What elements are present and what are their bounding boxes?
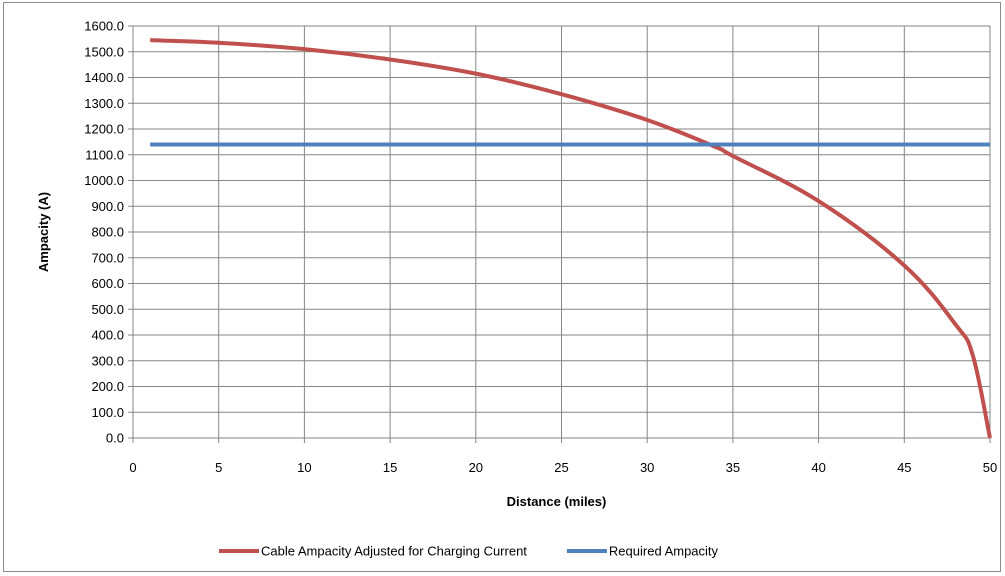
y-tick-label: 1400.0: [84, 70, 124, 85]
y-tick-label: 0.0: [106, 431, 124, 446]
y-axis-title: Ampacity (A): [36, 192, 51, 272]
y-axis-ticks: 0.0 100.0 200.0 300.0 400.0 500.0 600.0 700.0 80…: [84, 19, 124, 446]
y-tick-label: 1000.0: [84, 173, 124, 188]
y-tick-label: 500.0: [91, 302, 124, 317]
y-tick-label: 400.0: [91, 328, 124, 343]
y-tick-label: 1100.0: [85, 147, 124, 162]
y-tick-label: 900.0: [91, 199, 124, 214]
x-tick-label: 45: [897, 460, 911, 475]
chart-frame: [3, 2, 1001, 572]
x-axis-ticks: 0 5 10 15 20 25 30 35 40 45 50: [129, 460, 997, 475]
x-tick-label: 0: [129, 460, 136, 475]
x-tick-label: 30: [640, 460, 654, 475]
x-tick-label: 15: [383, 460, 397, 475]
y-tick-label: 200.0: [91, 379, 124, 394]
x-tick-label: 20: [469, 460, 483, 475]
x-tick-label: 50: [983, 460, 997, 475]
y-tick-label: 300.0: [91, 353, 124, 368]
x-tick-label: 40: [811, 460, 825, 475]
y-tick-label: 700.0: [91, 250, 124, 265]
x-axis-title: Distance (miles): [507, 494, 607, 509]
x-tick-label: 10: [297, 460, 311, 475]
legend: Cable Ampacity Adjusted for Charging Cur…: [219, 544, 719, 559]
y-tick-label: 600.0: [91, 276, 124, 291]
y-tick-label: 1200.0: [84, 122, 124, 137]
y-tick-label: 1300.0: [84, 96, 124, 111]
legend-label-required-ampacity: Required Ampacity: [609, 544, 719, 559]
y-tick-label: 1500.0: [84, 44, 124, 59]
grid: [128, 25, 991, 443]
legend-label-cable-ampacity-adjusted-for-charging-current: Cable Ampacity Adjusted for Charging Cur…: [261, 544, 527, 559]
x-tick-label: 5: [215, 460, 222, 475]
y-tick-label: 800.0: [91, 225, 124, 240]
x-tick-label: 25: [554, 460, 568, 475]
y-tick-label: 1600.0: [84, 19, 124, 34]
x-tick-label: 35: [726, 460, 740, 475]
y-tick-label: 100.0: [91, 405, 124, 420]
series-layer: [150, 38, 992, 439]
series-line-cable-ampacity-adjusted-for-charging-current: [150, 38, 992, 439]
